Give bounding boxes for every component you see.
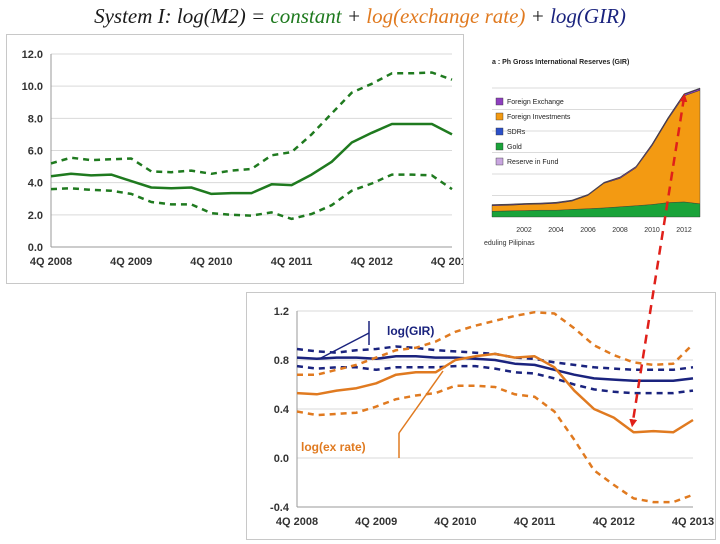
gir-exrate-chart-panel: -0.4 0.0 0.4 0.8 1.2 4Q 2008 4Q 2009 4Q 2010 4Q …: [246, 292, 716, 540]
m2-x-tick-label: 4Q 2008: [30, 256, 72, 268]
gir-x-tick-label: 2006: [580, 227, 596, 234]
gir-x-tick-label: 2012: [676, 227, 692, 234]
gir-legend-swatch: [495, 112, 504, 121]
m2-y-tick-label: 8.0: [28, 113, 43, 125]
m2-y-tick-label: 10.0: [22, 81, 43, 93]
gir-legend-label: Gold: [507, 144, 522, 151]
gir-footnote: eduling Pilipinas: [484, 240, 535, 247]
m2-chart-panel: 0.0 2.0 4.0 6.0 8.0 10.0 12.0 4Q 2008 4Q 2009 4Q …: [6, 34, 474, 284]
gir-legend-label: Reserve in Fund: [507, 159, 558, 166]
gir-x-tick-label: 2010: [644, 227, 660, 234]
title-plus-1: +: [341, 4, 367, 28]
m2-y-tick-label: 4.0: [28, 178, 43, 190]
title-prefix: System I:: [94, 4, 177, 28]
title-term-constant: constant: [270, 4, 342, 28]
gir-legend-swatch: [495, 127, 504, 136]
bottom-y-tick-label: 1.2: [274, 306, 289, 318]
gir-annotation: log(GIR): [387, 324, 434, 338]
bottom-x-tick-label: 4Q 2011: [514, 516, 556, 528]
bottom-series-exrate-upper-band: [297, 310, 694, 376]
bottom-x-tick-label: 4Q 2008: [276, 516, 318, 528]
gir-area-chart: a : Ph Gross International Reserves (GIR…: [484, 59, 701, 247]
m2-x-tick-label: 4Q 2010: [190, 256, 232, 268]
exrate-annotation: log(ex rate): [301, 440, 366, 454]
gir-callout-line: [318, 332, 370, 360]
gir-exrate-chart: -0.4 0.0 0.4 0.8 1.2 4Q 2008 4Q 2009 4Q 2010 4Q …: [270, 306, 714, 528]
m2-x-tick-label: 4Q 2013: [431, 256, 463, 268]
title-plus-2: +: [525, 4, 551, 28]
bottom-y-tick-label: 0.4: [274, 404, 290, 416]
slide-title: System I: log(M2) = constant + log(excha…: [0, 4, 720, 29]
title-term-exchange-rate: log(exchange rate): [366, 4, 526, 28]
m2-x-tick-label: 4Q 2009: [110, 256, 152, 268]
exrate-callout-line: [398, 370, 444, 434]
m2-x-tick-label: 4Q 2012: [351, 256, 393, 268]
bottom-series-exrate-lower-band: [296, 384, 694, 504]
m2-series-lower-band: [50, 173, 453, 221]
gir-legend-label: Foreign Exchange: [507, 99, 564, 106]
m2-y-tick-label: 0.0: [28, 242, 43, 254]
m2-series-central: [50, 122, 453, 196]
gir-x-tick-label: 2002: [516, 227, 532, 234]
bottom-series-gir-lower-band: [296, 364, 694, 395]
gir-chart-title: a : Ph Gross International Reserves (GIR…: [492, 59, 629, 66]
gir-legend-swatch: [495, 157, 504, 166]
m2-y-tick-label: 6.0: [28, 146, 43, 158]
gir-legend-label: Foreign Investments: [507, 114, 571, 121]
title-term-gir: log(GIR): [550, 4, 626, 28]
gir-area-foreign-investments: [491, 90, 701, 212]
bottom-x-tick-label: 4Q 2012: [593, 516, 635, 528]
bottom-series-exrate-central: [296, 352, 694, 434]
gir-legend-label: SDRs: [507, 129, 526, 136]
m2-series-upper-band: [50, 71, 453, 176]
title-lhs: log(M2) =: [176, 4, 271, 28]
gir-area-reserve-in-fund: [491, 87, 701, 206]
m2-x-tick-label: 4Q 2011: [271, 256, 313, 268]
bottom-x-tick-label: 4Q 2010: [434, 516, 476, 528]
gir-legend-swatch: [495, 97, 504, 106]
gir-x-tick-label: 2004: [548, 227, 564, 234]
m2-y-tick-label: 2.0: [28, 210, 43, 222]
bottom-y-tick-label: -0.4: [270, 502, 290, 514]
bottom-x-tick-label: 4Q 2013: [672, 516, 714, 528]
m2-y-tick-label: 12.0: [22, 49, 43, 61]
gir-chart-panel: a : Ph Gross International Reserves (GIR…: [480, 50, 716, 250]
gir-legend-swatch: [495, 142, 504, 151]
bottom-series-gir-central: [296, 355, 694, 383]
gir-x-tick-label: 2008: [612, 227, 628, 234]
m2-chart: 0.0 2.0 4.0 6.0 8.0 10.0 12.0 4Q 2008 4Q 2009 4Q …: [22, 49, 474, 268]
bottom-x-tick-label: 4Q 2009: [355, 516, 397, 528]
bottom-y-tick-label: 0.8: [274, 355, 289, 367]
bottom-y-tick-label: 0.0: [274, 453, 289, 465]
